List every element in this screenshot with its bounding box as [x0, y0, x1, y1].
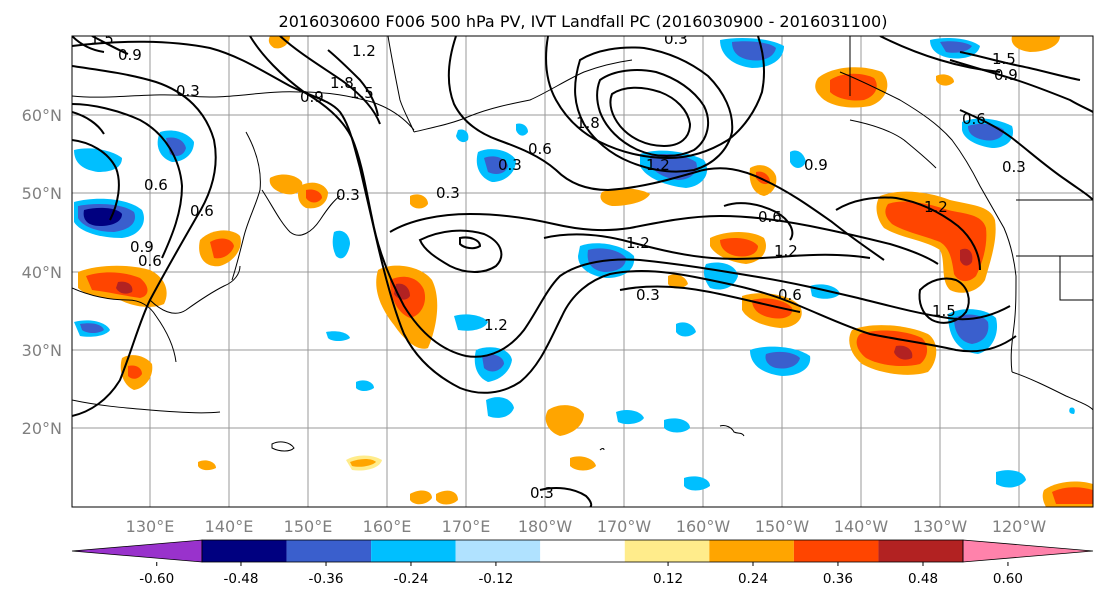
contour-label: 0.3 — [176, 82, 200, 100]
longitude-labels: 130°E 140°E 150°E 160°E 170°E 180°W 170°… — [126, 517, 1047, 536]
colorbar-tick-label: -0.60 — [139, 571, 174, 587]
lon-label: 130°W — [913, 517, 968, 536]
lon-label: 140°W — [834, 517, 889, 536]
colorbar-tick-label: 0.36 — [823, 571, 853, 587]
map-panel: 0.9 0.3 1.8 1.5 1.2 0.9 0.6 0.3 0.6 1.8 … — [71, 30, 1094, 508]
contour-labels: 0.9 0.3 1.8 1.5 1.2 0.9 0.6 0.3 0.6 1.8 … — [90, 30, 1026, 502]
colorbar-tick-label: -0.36 — [309, 571, 344, 587]
lat-label: 20°N — [22, 419, 62, 438]
colorbar-segment — [202, 540, 287, 562]
contour-label: 0.6 — [758, 208, 782, 226]
lon-label: 150°E — [284, 517, 333, 536]
lon-label: 160°E — [363, 517, 412, 536]
colorbar-segment — [455, 540, 541, 562]
contour-label: 1.2 — [626, 234, 650, 252]
lon-label: 180°W — [518, 517, 573, 536]
colorbar-tick-label: 0.60 — [993, 571, 1023, 587]
positive-anomaly-shading — [78, 36, 1093, 507]
contour-label: 0.3 — [436, 184, 460, 202]
colorbar-extend-high — [962, 539, 1094, 563]
colorbar-labels: -0.60 -0.48 -0.36 -0.24 -0.12 0.12 0.24 0.36 0.4… — [139, 562, 1023, 587]
colorbar-tick-label: -0.24 — [394, 571, 429, 587]
contour-label: 0.9 — [130, 238, 154, 256]
lat-label: 50°N — [22, 184, 62, 203]
contour-label: 1.2 — [774, 242, 798, 260]
colorbar-segment — [371, 540, 456, 562]
colorbar-segment — [624, 540, 710, 562]
lat-label: 60°N — [22, 106, 62, 125]
lon-label: 150°W — [755, 517, 810, 536]
colorbar-segment — [286, 540, 372, 562]
colorbar-tick-label: 0.12 — [653, 571, 683, 587]
contour-label: 0.6 — [144, 176, 168, 194]
contour-label: 1.8 — [330, 74, 354, 92]
contour-label: 1.5 — [932, 302, 956, 320]
contour-label: 0.6 — [138, 252, 162, 270]
lon-label: 120°W — [992, 517, 1047, 536]
lat-label: 30°N — [22, 341, 62, 360]
colorbar-extend-low — [71, 539, 203, 563]
contour-label: 0.3 — [664, 30, 688, 48]
colorbar: -0.60 -0.48 -0.36 -0.24 -0.12 0.12 0.24 0.36 0.4… — [71, 539, 1094, 587]
colorbar-segments — [71, 539, 1094, 563]
pv-contours — [72, 36, 1093, 507]
lon-label: 170°E — [442, 517, 491, 536]
lon-label: 130°E — [126, 517, 175, 536]
contour-label: 0.9 — [300, 88, 324, 106]
contour-label: 0.9 — [804, 156, 828, 174]
lon-label: 170°W — [597, 517, 652, 536]
colorbar-tick-label: 0.24 — [738, 571, 768, 587]
colorbar-segment — [878, 540, 963, 562]
map-frame — [71, 35, 1094, 508]
contour-label: 1.2 — [484, 316, 508, 334]
colorbar-segment — [540, 540, 625, 562]
contour-label: 0.9 — [118, 46, 142, 64]
contour-label: 1.2 — [646, 156, 670, 174]
contour-label: 0.3 — [1002, 158, 1026, 176]
contour-label: 0.6 — [190, 202, 214, 220]
contour-label: 0.3 — [336, 186, 360, 204]
contour-label: 0.6 — [778, 286, 802, 304]
colorbar-frame — [201, 539, 964, 563]
lat-label: 40°N — [22, 263, 62, 282]
contour-label: 0.3 — [530, 484, 554, 502]
contour-label: 1.5 — [992, 50, 1016, 68]
figure-title: 2016030600 F006 500 hPa PV, IVT Landfall… — [279, 12, 888, 31]
latitude-labels: 60°N 50°N 40°N 30°N 20°N — [22, 106, 62, 438]
coastlines — [72, 36, 1093, 452]
contour-label: 0.9 — [994, 66, 1018, 84]
contour-label: 1.2 — [352, 42, 376, 60]
colorbar-segment — [709, 540, 794, 562]
contour-label: 0.6 — [962, 110, 986, 128]
contour-label: 0.6 — [528, 140, 552, 158]
lon-label: 160°W — [676, 517, 731, 536]
colorbar-segment — [793, 540, 879, 562]
contour-label: 1.5 — [90, 30, 114, 48]
contour-label: 1.5 — [350, 84, 374, 102]
lon-label: 140°E — [205, 517, 254, 536]
colorbar-tick-label: -0.12 — [478, 571, 513, 587]
negative-anomaly-shading — [74, 38, 1075, 491]
contour-label: 1.8 — [576, 114, 600, 132]
colorbar-tick-label: -0.48 — [224, 571, 259, 587]
contour-label: 0.3 — [498, 156, 522, 174]
colorbar-tick-label: 0.48 — [908, 571, 938, 587]
contour-label: 1.2 — [924, 198, 948, 216]
contour-label: 0.3 — [636, 286, 660, 304]
